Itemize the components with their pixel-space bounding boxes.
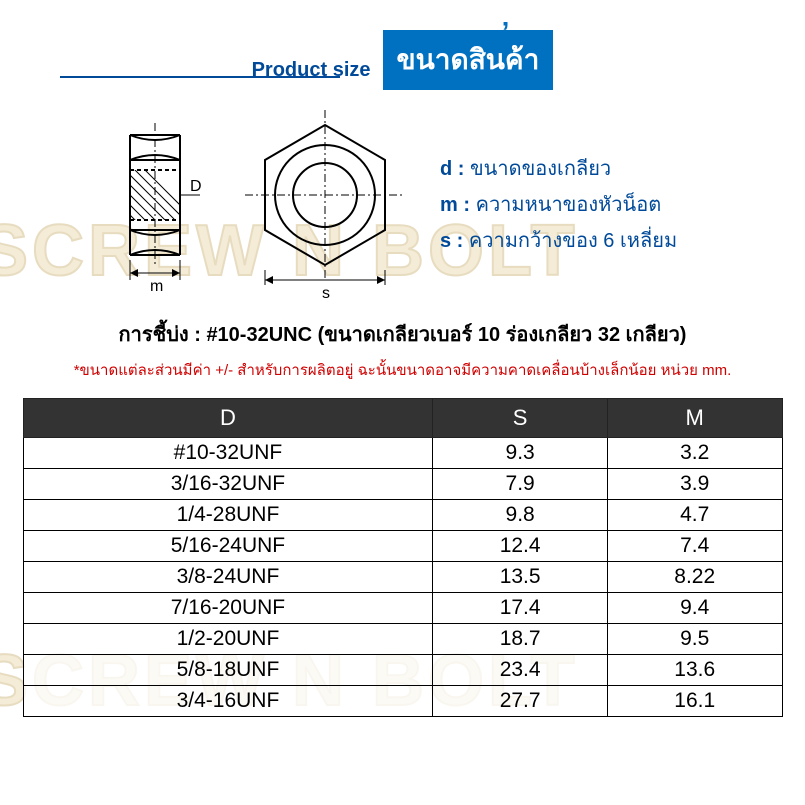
- product-size-badge: ’ ขนาดสินค้า: [383, 30, 554, 90]
- table-cell: 3.2: [607, 438, 782, 469]
- table-cell: 5/8-18UNF: [23, 655, 433, 686]
- table-cell: 7.4: [607, 531, 782, 562]
- table-cell: 27.7: [433, 686, 608, 717]
- table-row: 1/2-20UNF18.79.5: [23, 624, 782, 655]
- table-row: 3/16-32UNF7.93.9: [23, 469, 782, 500]
- table-cell: 7/16-20UNF: [23, 593, 433, 624]
- table-header-row: D S M: [23, 399, 782, 438]
- size-table: D S M #10-32UNF9.33.23/16-32UNF7.93.91/4…: [23, 398, 783, 717]
- table-cell: #10-32UNF: [23, 438, 433, 469]
- th-s: S: [433, 399, 608, 438]
- diagram-label-s: s: [322, 285, 330, 300]
- table-cell: 13.5: [433, 562, 608, 593]
- table-cell: 17.4: [433, 593, 608, 624]
- table-cell: 4.7: [607, 500, 782, 531]
- table-cell: 16.1: [607, 686, 782, 717]
- table-row: 3/8-24UNF13.58.22: [23, 562, 782, 593]
- table-row: 7/16-20UNF17.49.4: [23, 593, 782, 624]
- dimension-legend: d : ขนาดของเกลียว m : ความหนาของหัวน็อต …: [440, 151, 677, 259]
- table-row: 1/4-28UNF9.84.7: [23, 500, 782, 531]
- table-cell: 13.6: [607, 655, 782, 686]
- table-row: #10-32UNF9.33.2: [23, 438, 782, 469]
- nut-side-diagram: D m: [100, 115, 210, 295]
- spec-note: *ขนาดแต่ละส่วนมีค่า +/- สำหรับการผลิตอยู…: [0, 358, 805, 382]
- table-cell: 9.3: [433, 438, 608, 469]
- table-cell: 18.7: [433, 624, 608, 655]
- badge-apostrophe: ’: [502, 16, 510, 48]
- th-d: D: [23, 399, 433, 438]
- table-cell: 3/4-16UNF: [23, 686, 433, 717]
- spec-title: การชี้บ่ง : #10-32UNC (ขนาดเกลียวเบอร์ 1…: [0, 318, 805, 350]
- table-cell: 1/4-28UNF: [23, 500, 433, 531]
- th-m: M: [607, 399, 782, 438]
- diagram-label-d: D: [190, 178, 202, 195]
- table-cell: 3.9: [607, 469, 782, 500]
- table-cell: 12.4: [433, 531, 608, 562]
- product-size-label-en: Product size: [252, 59, 371, 90]
- diagram-label-m: m: [150, 278, 163, 295]
- table-row: 5/8-18UNF23.413.6: [23, 655, 782, 686]
- table-cell: 9.5: [607, 624, 782, 655]
- table-cell: 7.9: [433, 469, 608, 500]
- table-row: 5/16-24UNF12.47.4: [23, 531, 782, 562]
- table-cell: 3/16-32UNF: [23, 469, 433, 500]
- table-cell: 9.8: [433, 500, 608, 531]
- legend-m: m : ความหนาของหัวน็อต: [440, 187, 677, 223]
- table-cell: 8.22: [607, 562, 782, 593]
- diagram-row: D m: [0, 90, 805, 310]
- table-cell: 1/2-20UNF: [23, 624, 433, 655]
- badge-text: ขนาดสินค้า: [397, 44, 540, 75]
- table-cell: 23.4: [433, 655, 608, 686]
- nut-front-diagram: s: [240, 110, 410, 300]
- legend-d: d : ขนาดของเกลียว: [440, 151, 677, 187]
- table-row: 3/4-16UNF27.716.1: [23, 686, 782, 717]
- table-cell: 3/8-24UNF: [23, 562, 433, 593]
- legend-s: s : ความกว้างของ 6 เหลี่ยม: [440, 223, 677, 259]
- table-cell: 9.4: [607, 593, 782, 624]
- table-cell: 5/16-24UNF: [23, 531, 433, 562]
- header: Product size ’ ขนาดสินค้า: [0, 0, 805, 90]
